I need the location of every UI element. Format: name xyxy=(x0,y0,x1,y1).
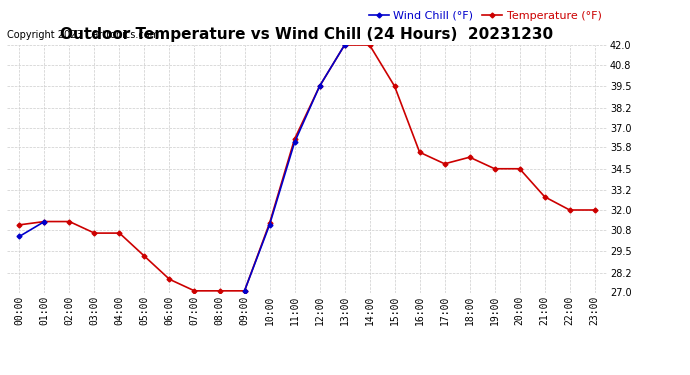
Wind Chill (°F) xyxy=(266,223,274,227)
Temperature (°F) xyxy=(240,289,248,293)
Temperature (°F) xyxy=(215,289,224,293)
Temperature (°F) xyxy=(391,84,399,88)
Temperature (°F) xyxy=(90,231,99,236)
Temperature (°F) xyxy=(66,219,74,224)
Title: Outdoor Temperature vs Wind Chill (24 Hours)  20231230: Outdoor Temperature vs Wind Chill (24 Ho… xyxy=(61,27,553,42)
Text: Copyright 2023 Cartronics.com: Copyright 2023 Cartronics.com xyxy=(7,30,159,40)
Temperature (°F) xyxy=(415,150,424,154)
Temperature (°F) xyxy=(466,155,474,159)
Temperature (°F) xyxy=(40,219,48,224)
Wind Chill (°F) xyxy=(340,43,348,47)
Temperature (°F) xyxy=(591,208,599,212)
Temperature (°F) xyxy=(540,195,549,199)
Temperature (°F) xyxy=(290,137,299,141)
Temperature (°F) xyxy=(566,208,574,212)
Temperature (°F) xyxy=(266,221,274,225)
Wind Chill (°F) xyxy=(315,84,324,88)
Line: Temperature (°F): Temperature (°F) xyxy=(18,43,596,292)
Temperature (°F) xyxy=(340,43,348,47)
Temperature (°F) xyxy=(115,231,124,236)
Temperature (°F) xyxy=(366,43,374,47)
Wind Chill (°F) xyxy=(290,140,299,145)
Temperature (°F) xyxy=(15,223,23,227)
Line: Wind Chill (°F): Wind Chill (°F) xyxy=(243,43,346,292)
Temperature (°F) xyxy=(315,84,324,88)
Temperature (°F) xyxy=(166,277,174,282)
Temperature (°F) xyxy=(190,289,199,293)
Temperature (°F) xyxy=(140,254,148,258)
Wind Chill (°F) xyxy=(240,289,248,293)
Temperature (°F) xyxy=(440,162,449,166)
Legend: Wind Chill (°F), Temperature (°F): Wind Chill (°F), Temperature (°F) xyxy=(369,11,602,21)
Temperature (°F) xyxy=(491,166,499,171)
Temperature (°F) xyxy=(515,166,524,171)
